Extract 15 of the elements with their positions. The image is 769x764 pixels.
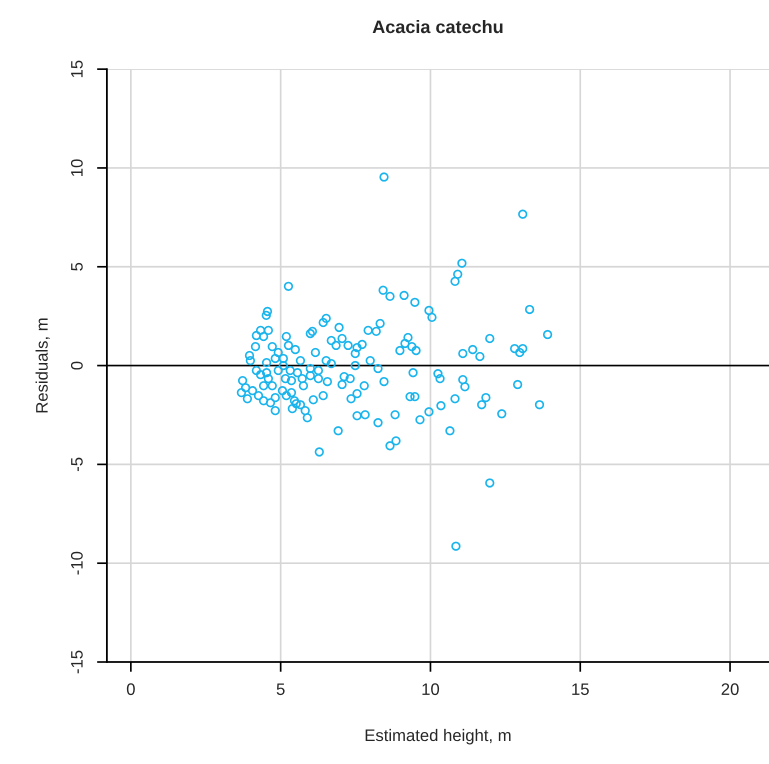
x-tick-label: 15 xyxy=(572,683,589,696)
x-tick-label: 20 xyxy=(722,683,739,696)
y-tick-label: 0 xyxy=(70,362,83,370)
y-tick-label: -5 xyxy=(71,458,83,472)
y-tick-label: -10 xyxy=(70,552,83,574)
x-axis-title: Estimated height, m xyxy=(366,728,510,744)
x-tick-label: 10 xyxy=(422,683,440,696)
y-tick-label: 5 xyxy=(71,262,83,271)
y-tick-label: -15 xyxy=(71,650,83,674)
y-axis-title: Residuals, m xyxy=(36,318,50,412)
chart-title: Acacia catechu xyxy=(372,20,502,34)
x-tick-label: 5 xyxy=(276,683,285,696)
y-tick-label: 15 xyxy=(71,60,83,78)
x-tick-label: 0 xyxy=(126,683,135,696)
y-tick-label: 10 xyxy=(70,159,83,176)
